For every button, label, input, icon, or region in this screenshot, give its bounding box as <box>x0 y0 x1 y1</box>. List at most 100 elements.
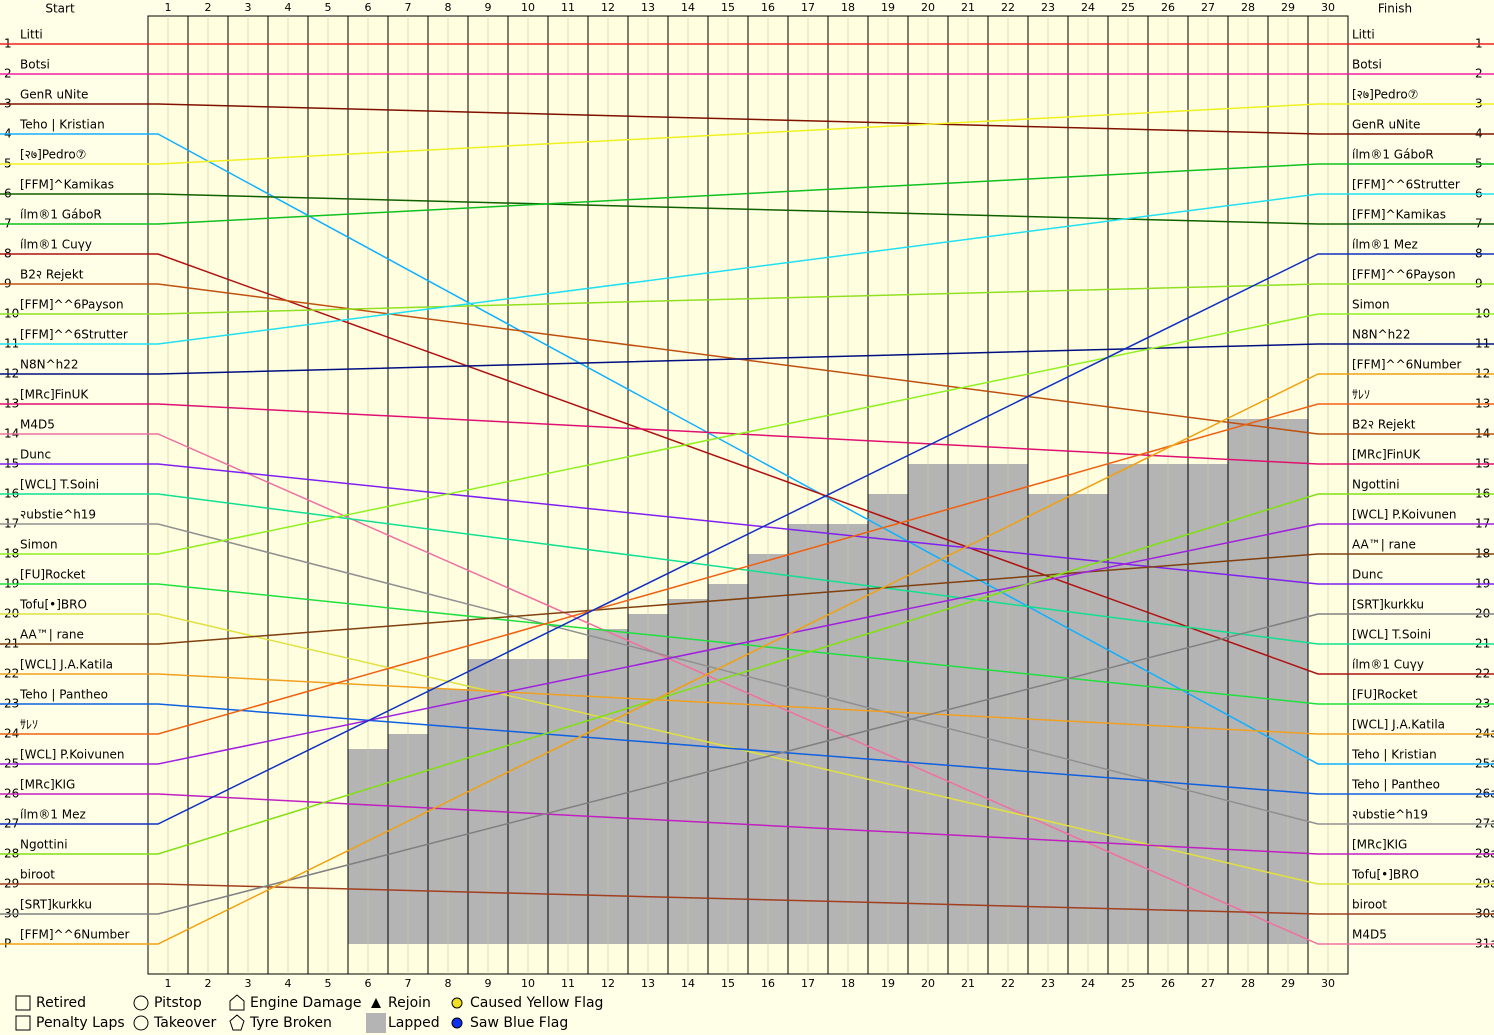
driver-line <box>148 103 1348 165</box>
lap-label: 19 <box>881 977 895 990</box>
lap-label: 4 <box>285 977 292 990</box>
lap-label: 5 <box>325 1 332 14</box>
lap-label: 15 <box>721 1 735 14</box>
driver-line <box>148 673 1348 735</box>
lap-label: 21 <box>961 977 975 990</box>
driver-line <box>148 553 1348 645</box>
lap-label: 29 <box>1281 977 1295 990</box>
lap-label: 1 <box>165 977 172 990</box>
driver-line <box>148 343 1348 375</box>
driver-line <box>148 793 1348 855</box>
lap-label: 8 <box>445 977 452 990</box>
finish-driver-name: Simon <box>1352 298 1390 312</box>
lap-label: 30 <box>1321 977 1335 990</box>
start-driver-name: Ngottini <box>20 838 68 852</box>
lap-label: 5 <box>325 977 332 990</box>
driver-line <box>148 613 1348 915</box>
finish-driver-name: [MRc]KIG <box>1352 838 1407 852</box>
finish-driver-name: GenR uNite <box>1352 118 1420 132</box>
driver-line <box>148 313 1348 555</box>
lap-label: 15 <box>721 977 735 990</box>
lap-label: 22 <box>1001 1 1015 14</box>
driver-line <box>148 163 1348 225</box>
start-driver-name: [WCL] J.A.Katila <box>20 658 113 672</box>
lap-label: 16 <box>761 977 775 990</box>
start-driver-name: २ubstie^h19 <box>20 508 96 522</box>
legend-icon <box>229 994 245 1011</box>
start-driver-name: GenR uNite <box>20 88 88 102</box>
lap-label: 19 <box>881 1 895 14</box>
finish-driver-name: [SRT]kurkku <box>1352 598 1424 612</box>
lap-label: 9 <box>485 1 492 14</box>
lap-label: 24 <box>1081 1 1095 14</box>
legend-icon <box>15 1015 31 1031</box>
lap-label: 12 <box>601 977 615 990</box>
start-driver-name: biroot <box>20 868 55 882</box>
lap-label: 14 <box>681 977 695 990</box>
start-driver-name: AA™| rane <box>20 628 84 642</box>
lap-label: 10 <box>521 977 535 990</box>
lap-label: 6 <box>365 1 372 14</box>
finish-driver-name: Ngottini <box>1352 478 1400 492</box>
lap-label: 11 <box>561 1 575 14</box>
start-driver-name: [FU]Rocket <box>20 568 86 582</box>
start-driver-name: M4D5 <box>20 418 55 432</box>
lap-label: 22 <box>1001 977 1015 990</box>
lap-label: 23 <box>1041 977 1055 990</box>
lap-label: 23 <box>1041 1 1055 14</box>
start-driver-name: B2२ Rejekt <box>20 268 84 282</box>
lap-label: 25 <box>1121 1 1135 14</box>
finish-driver-name: Dunc <box>1352 568 1383 582</box>
legend-label: Retired <box>36 995 86 1011</box>
lap-label: 8 <box>445 1 452 14</box>
start-driver-name: [FFM]^Kamikas <box>20 178 114 192</box>
start-header: Start <box>45 2 75 16</box>
start-driver-name: [FFM]^^6Strutter <box>20 328 128 342</box>
start-driver-name: [WCL] P.Koivunen <box>20 748 125 762</box>
start-driver-name: ílm®1 Mez <box>20 808 86 822</box>
lap-label: 17 <box>801 1 815 14</box>
lap-label: 14 <box>681 1 695 14</box>
driver-line <box>148 523 1348 765</box>
lap-label: 25 <box>1121 977 1135 990</box>
lap-label: 13 <box>641 977 655 990</box>
start-driver-name: Tofu[•]BRO <box>19 598 87 612</box>
lap-label: 24 <box>1081 977 1095 990</box>
start-driver-name: [FFM]^^6Number <box>20 928 130 942</box>
lap-label: 18 <box>841 1 855 14</box>
finish-driver-name: [MRc]FinUK <box>1352 448 1421 462</box>
finish-driver-name: ílm®1 Cuγy <box>1352 658 1424 672</box>
lap-label: 16 <box>761 1 775 14</box>
lap-label: 10 <box>521 1 535 14</box>
legend-icon <box>371 998 381 1008</box>
legend-icon <box>451 997 463 1009</box>
start-driver-name: Teho | Kristian <box>19 118 105 132</box>
start-driver-name: Botsi <box>20 58 50 72</box>
lap-label: 7 <box>405 977 412 990</box>
finish-driver-name: ílm®1 GáboR <box>1352 148 1434 162</box>
legend-label: Saw Blue Flag <box>470 1015 568 1031</box>
lap-label: 2 <box>205 1 212 14</box>
start-driver-name: Litti <box>20 28 43 42</box>
legend-icon <box>451 1017 463 1029</box>
lap-label: 26 <box>1161 1 1175 14</box>
start-driver-name: [MRc]FinUK <box>20 388 89 402</box>
finish-driver-name: [FFM]^Kamikas <box>1352 208 1446 222</box>
start-driver-name: ílm®1 Cuγy <box>20 238 92 252</box>
start-driver-name: ｻﾚｿ <box>20 718 38 732</box>
start-driver-name: [२७]Pedro⑦ <box>20 148 86 162</box>
finish-driver-name: २ubstie^h19 <box>1352 808 1428 822</box>
lap-label: 12 <box>601 1 615 14</box>
lap-label: 6 <box>365 977 372 990</box>
start-driver-name: [FFM]^^6Payson <box>20 298 124 312</box>
legend-label: Penalty Laps <box>36 1015 125 1031</box>
lap-label: 9 <box>485 977 492 990</box>
legend-label: Takeover <box>153 1015 216 1031</box>
finish-driver-name: M4D5 <box>1352 928 1387 942</box>
legend-label: Rejoin <box>388 995 431 1011</box>
start-driver-name: Simon <box>20 538 58 552</box>
lap-label: 3 <box>245 1 252 14</box>
start-driver-name: [SRT]kurkku <box>20 898 92 912</box>
finish-driver-name: [FU]Rocket <box>1352 688 1418 702</box>
finish-driver-name: AA™| rane <box>1352 538 1416 552</box>
